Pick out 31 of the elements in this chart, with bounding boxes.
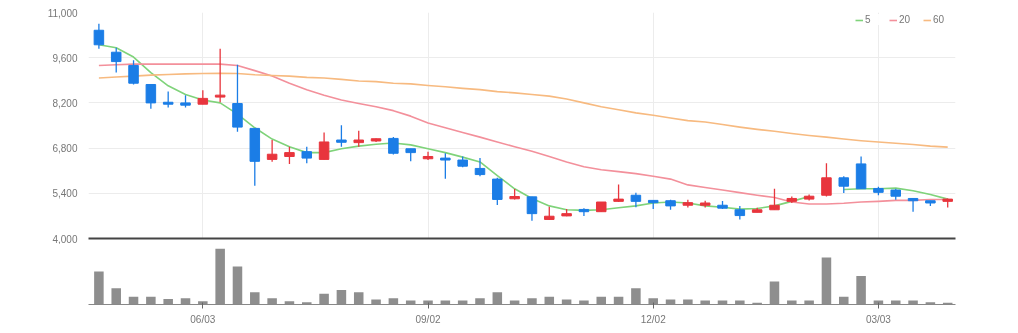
candlestick: [214, 48, 226, 103]
y-tick-label: 6,800: [52, 143, 78, 155]
legend-label: 5: [865, 14, 872, 25]
candlestick: [318, 131, 330, 161]
x-tick-label: 03/03: [865, 313, 892, 325]
legend-label: 60: [933, 14, 946, 25]
candlestick: [907, 197, 919, 213]
candlestick: [578, 207, 590, 217]
candlestick: [526, 196, 538, 222]
candlestick: [474, 157, 486, 177]
candlestick: [110, 47, 122, 74]
candlestick: [128, 59, 139, 86]
candlestick: [145, 83, 157, 110]
y-tick-label: 4,000: [52, 233, 78, 245]
legend-label: 20: [899, 14, 912, 25]
candlestick: [821, 162, 832, 198]
candlestick: [336, 124, 347, 148]
candlestick: [769, 188, 780, 211]
candlestick: [422, 151, 434, 161]
y-tick-label: 11,000: [47, 7, 78, 19]
x-tick-label: 12/02: [640, 313, 667, 325]
y-tick-label: 8,200: [52, 97, 78, 109]
x-tick-label: 06/03: [190, 313, 216, 325]
x-tick-label: 09/02: [415, 313, 441, 325]
y-tick-label: 5,400: [52, 188, 78, 200]
candlestick: [93, 23, 105, 50]
candlestick: [266, 139, 278, 163]
candlestick: [440, 152, 451, 180]
candlestick: [232, 64, 243, 133]
y-tick-label: 9,600: [52, 52, 78, 64]
candlestick: [492, 177, 503, 206]
